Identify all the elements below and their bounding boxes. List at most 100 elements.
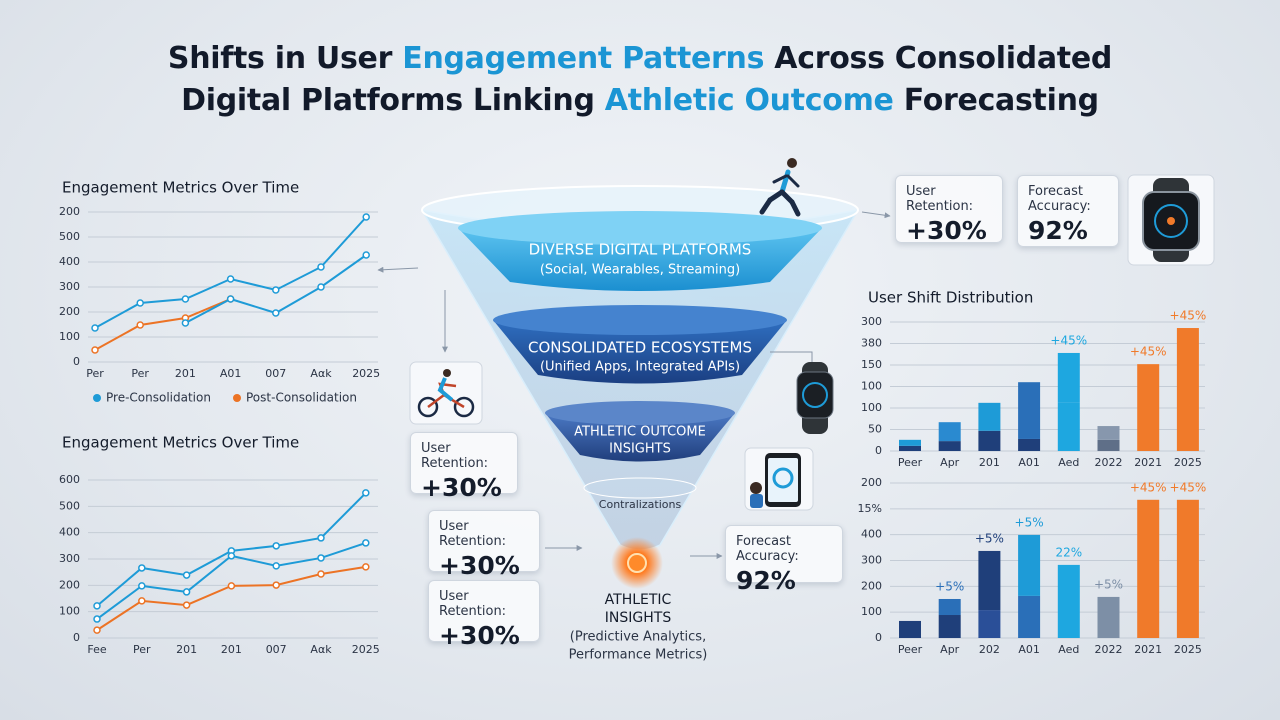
funnel-label: CONSOLIDATED ECOSYSTEMS [528,339,752,357]
point [226,295,235,303]
watch-icon [1142,178,1200,262]
chart-title: Engagement Metrics Over Time [62,179,299,197]
stat-value: +30% [439,551,520,580]
x-tick-label: 2021 [1134,643,1162,656]
x-tick-label: 2025 [1174,456,1202,469]
y-tick-label: 100 [861,401,882,414]
point [272,562,280,570]
funnel-level [493,320,787,384]
bar [899,445,921,451]
bar [1137,364,1160,451]
funnel-label: DIVERSE DIGITAL PLATFORMS [529,241,752,259]
y-tick-label: 200 [59,205,80,218]
bar [938,422,961,442]
y-tick-label: 300 [861,315,882,328]
y-tick-label: 100 [59,605,80,618]
bar [1097,439,1120,451]
point [136,321,144,329]
bar-annotation: +45% [1050,333,1087,347]
x-tick-label: Aαk [310,643,332,656]
bar [899,439,921,446]
bar [978,550,1001,611]
bar [1137,499,1160,638]
output-title: INSIGHTS [605,610,672,626]
funnel-level [545,413,735,462]
legend-label: Post-Consolidation [246,391,357,405]
stat-label: User Retention: [421,441,489,471]
x-tick-label: 2022 [1095,643,1123,656]
y-tick-label: 100 [861,380,882,393]
output-detail: (Predictive Analytics, [570,630,706,645]
bar [978,610,1001,638]
title: Shifts in User Engagement Patterns Acros… [0,38,1280,122]
point [93,626,101,634]
bar-annotation: 22% [1055,545,1082,559]
point [272,542,280,550]
x-tick-label: Aed [1058,456,1079,469]
y-tick-label: 0 [875,444,882,457]
funnel-level [458,228,822,291]
funnel-label: Contralizations [599,498,682,511]
point [317,283,325,291]
x-tick-label: 2021 [1134,456,1162,469]
x-tick-label: Fee [87,643,106,656]
y-tick-label: 300 [59,280,80,293]
stat-card: User Retention: +30% [410,432,518,502]
funnel-sub: INSIGHTS [609,442,671,457]
title-part: Forecasting [893,83,1099,118]
bar [1018,595,1041,638]
point [91,324,99,332]
bar [1057,352,1080,403]
point [91,346,99,354]
y-tick-label: 15% [858,502,882,515]
y-tick-label: 100 [861,605,882,618]
point [181,295,190,303]
bar [1176,328,1199,451]
title-line: Digital Platforms Linking Athletic Outco… [0,80,1280,122]
point [317,570,325,578]
point [362,563,370,571]
x-tick-label: Apr [940,456,960,469]
point [182,601,191,609]
y-tick-label: 200 [861,579,882,592]
point [317,534,325,542]
bar-annotation: +45% [1170,480,1207,494]
funnel-level-top [493,305,787,335]
point [317,263,325,271]
stat-value: 92% [1028,216,1088,245]
bar [938,615,961,638]
y-tick-label: 400 [861,528,882,541]
bar [1018,382,1041,439]
point [317,554,325,562]
x-tick-label: 2025 [1174,643,1202,656]
title-part: Across Consolidated [764,41,1113,76]
legend-swatch [93,394,101,402]
point [272,286,280,294]
stat-card: User Retention: +30% [428,580,540,650]
stat-card: User Retention: +30% [895,175,1003,245]
x-tick-label: 2025 [352,367,380,380]
x-tick-label: 202 [979,643,1000,656]
x-tick-label: Peer [898,456,923,469]
bar [978,402,1001,431]
y-tick-label: 200 [59,305,80,318]
stat-label: User Retention: [439,519,507,549]
point [362,489,370,497]
point [227,582,236,590]
phone-icon [750,453,801,508]
point [136,299,144,307]
x-tick-label: 007 [265,367,286,380]
stat-label: User Retention: [906,184,974,214]
x-tick-label: Aαk [310,367,332,380]
legend-label: Pre-Consolidation [106,391,211,405]
point [227,552,236,560]
stat-card: Forecast Accuracy: 92% [725,525,843,595]
bar-annotation: +5% [935,579,964,593]
y-tick-label: 50 [868,423,882,436]
bar-annotation: +45% [1130,345,1167,359]
bar [1018,438,1041,451]
chart-title: User Shift Distribution [868,289,1033,307]
stat-value: +30% [906,216,987,245]
stat-label: Forecast Accuracy: [1028,184,1091,214]
